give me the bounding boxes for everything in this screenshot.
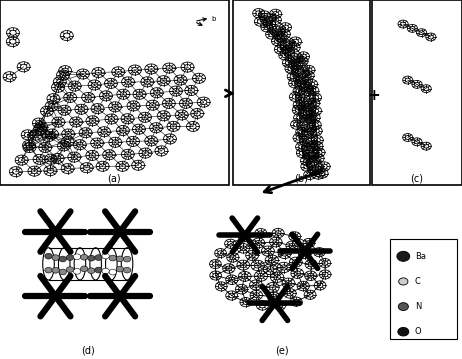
Text: (a): (a) xyxy=(108,173,121,183)
Circle shape xyxy=(123,256,131,262)
Circle shape xyxy=(398,327,409,336)
Bar xyxy=(0,0,229,185)
Circle shape xyxy=(95,255,102,260)
Bar xyxy=(390,239,457,339)
Circle shape xyxy=(109,255,116,261)
Circle shape xyxy=(80,266,88,272)
Circle shape xyxy=(73,269,81,274)
Text: O: O xyxy=(415,327,421,336)
Circle shape xyxy=(59,256,67,262)
Text: +: + xyxy=(368,88,381,103)
Circle shape xyxy=(45,267,52,273)
Circle shape xyxy=(52,267,59,273)
Bar xyxy=(233,0,370,185)
Text: Ba: Ba xyxy=(415,252,426,261)
Text: (c): (c) xyxy=(410,173,424,183)
Circle shape xyxy=(102,253,109,259)
Circle shape xyxy=(116,266,124,272)
Circle shape xyxy=(116,256,124,262)
Text: (b): (b) xyxy=(294,173,309,183)
Text: (d): (d) xyxy=(81,345,95,355)
Text: N: N xyxy=(415,302,421,311)
Circle shape xyxy=(59,269,67,275)
Circle shape xyxy=(45,253,52,259)
Text: b: b xyxy=(212,16,216,22)
Circle shape xyxy=(66,267,73,272)
Circle shape xyxy=(397,251,410,261)
Bar xyxy=(372,0,462,185)
Circle shape xyxy=(66,255,73,260)
Circle shape xyxy=(102,268,109,274)
Circle shape xyxy=(123,267,131,273)
Circle shape xyxy=(399,278,408,285)
Circle shape xyxy=(52,255,59,261)
Circle shape xyxy=(398,303,408,311)
Circle shape xyxy=(73,254,81,260)
Circle shape xyxy=(109,269,116,275)
Text: C: C xyxy=(415,277,421,286)
Circle shape xyxy=(80,254,88,260)
Text: (e): (e) xyxy=(275,345,289,355)
Circle shape xyxy=(95,267,102,273)
Circle shape xyxy=(88,268,95,274)
Circle shape xyxy=(88,255,95,261)
